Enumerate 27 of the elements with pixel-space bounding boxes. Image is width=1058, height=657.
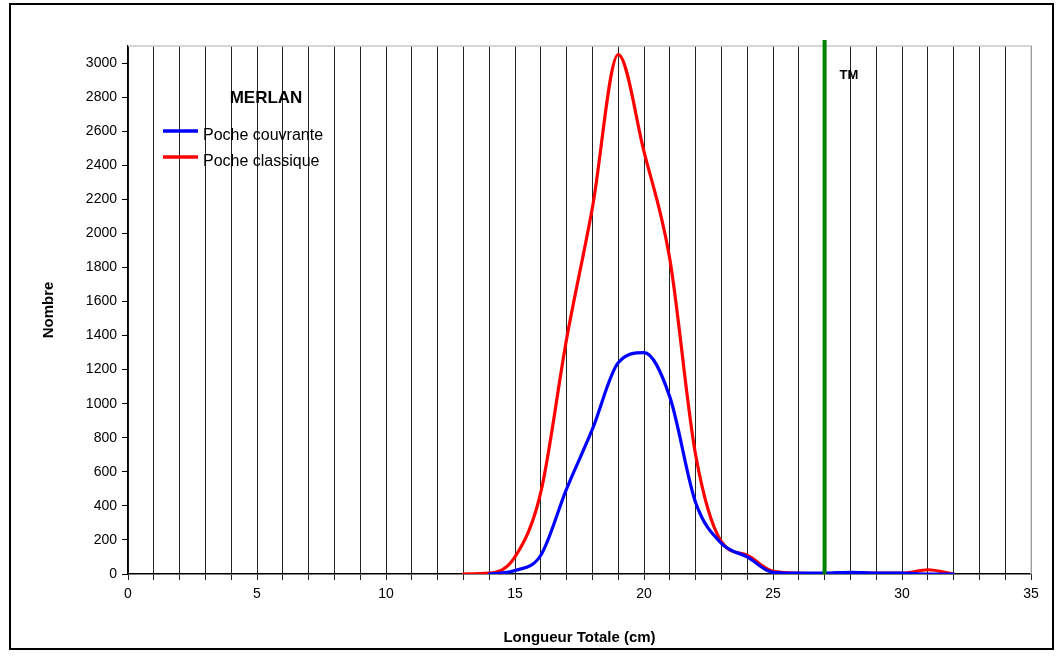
x-tick-label: 20: [636, 585, 652, 602]
x-tick-label: 35: [1023, 585, 1039, 602]
x-tick-label: 30: [894, 585, 910, 602]
y-tick-label: 1400: [85, 326, 118, 343]
line-series: [487, 350, 956, 574]
y-tick-label: 1600: [85, 292, 118, 309]
y-tick-label: 2600: [85, 122, 118, 139]
y-tick-label: 200: [93, 530, 118, 547]
y-tick-label: 2200: [85, 190, 118, 207]
y-tick-label: 3000: [85, 53, 118, 70]
y-tick-label: 800: [93, 428, 118, 445]
y-tick-label: 1000: [85, 394, 118, 411]
y-tick-label: 2400: [85, 156, 118, 173]
y-tick-label: 400: [93, 496, 118, 513]
y-tick-label: 2000: [85, 224, 118, 241]
x-tick-label: 0: [124, 585, 133, 602]
y-tick-label: 0: [109, 564, 118, 581]
y-tick-label: 1800: [85, 258, 118, 275]
y-axis-title: Nombre: [39, 281, 57, 339]
y-tick-label: 600: [93, 462, 118, 479]
x-tick-label: 25: [765, 585, 781, 602]
y-tick-label: 1200: [85, 360, 118, 377]
y-tick-label: 2800: [85, 87, 118, 104]
x-axis-title: Longueur Totale (cm): [503, 628, 656, 646]
x-tick-label: 5: [253, 585, 262, 602]
x-tick-label: 15: [507, 585, 523, 602]
x-tick-label: 10: [378, 585, 394, 602]
